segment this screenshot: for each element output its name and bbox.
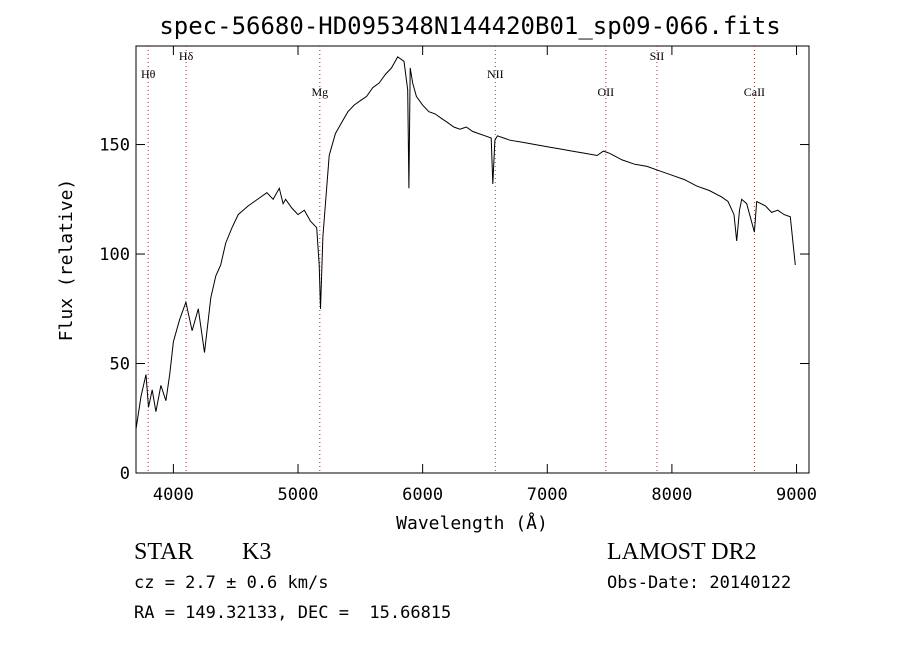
plot-frame — [135, 45, 810, 474]
x-tick-label-9000: 9000 — [776, 485, 817, 505]
y-tick-label-100: 100 — [99, 245, 130, 265]
x-tick-label-4000: 4000 — [153, 485, 194, 505]
y-axis-label: Flux (relative) — [56, 179, 77, 342]
line-marker-label-5: SII — [650, 49, 665, 63]
x-tick-label-5000: 5000 — [278, 485, 319, 505]
subclass-label: K3 — [242, 539, 272, 565]
object-class-label: STAR — [134, 539, 194, 565]
line-marker-label-1: Hδ — [179, 49, 194, 63]
spectrum-series-line — [135, 56, 796, 430]
line-marker-label-2: Mg — [311, 85, 328, 99]
coords-label: RA = 149.32133, DEC = 15.66815 — [134, 603, 452, 623]
x-tick-label-7000: 7000 — [527, 485, 568, 505]
spectral-line-markers: Hθ Hδ Mg NII OII SII CaII — [141, 46, 765, 473]
x-axis-label: Wavelength (Å) — [396, 512, 548, 534]
obs-date-label: Obs-Date: 20140122 — [607, 573, 792, 593]
y-tick-label-50: 50 — [110, 355, 130, 375]
line-marker-label-3: NII — [487, 67, 504, 81]
chart-title: spec-56680-HD095348N144420B01_sp09-066.f… — [159, 12, 780, 40]
line-marker-label-4: OII — [598, 85, 615, 99]
survey-label: LAMOST DR2 — [607, 539, 757, 565]
x-tick-label-6000: 6000 — [402, 485, 443, 505]
axis-ticks: 4000 5000 6000 7000 8000 9000 0 50 100 150 — [99, 46, 817, 505]
line-marker-label-6: CaII — [744, 85, 765, 99]
x-tick-label-8000: 8000 — [651, 485, 692, 505]
y-tick-label-0: 0 — [120, 464, 130, 484]
y-tick-label-150: 150 — [99, 136, 130, 156]
redshift-label: cz = 2.7 ± 0.6 km/s — [134, 573, 329, 593]
line-marker-label-0: Hθ — [141, 67, 156, 81]
